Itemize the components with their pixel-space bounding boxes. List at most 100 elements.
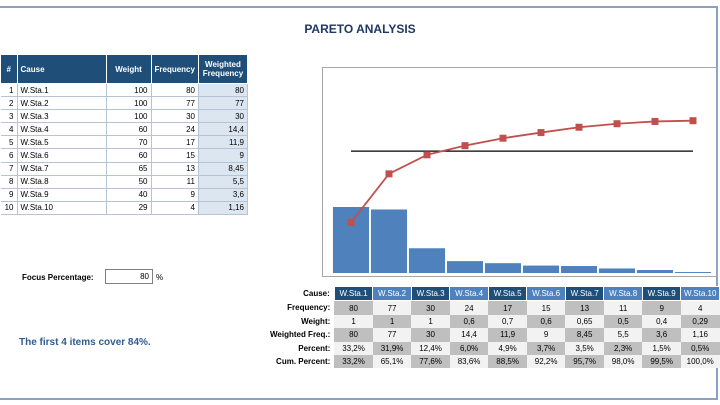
row-weight: 70: [105, 135, 152, 150]
row-index: 7: [0, 161, 18, 176]
row-weighted: 80: [197, 82, 248, 98]
cause-cell: W.Sta.10: [680, 285, 720, 302]
cum-cell: 100,0%: [680, 354, 720, 369]
row-weight: 65: [105, 161, 152, 176]
focus-percentage-unit: %: [156, 273, 164, 282]
focus-percentage-input[interactable]: [105, 269, 153, 284]
cumulative-marker: [575, 123, 583, 131]
weight-cell: 0,5: [603, 314, 643, 329]
row-weighted: 1,16: [197, 200, 248, 215]
row-label-weight: Weight:: [301, 316, 331, 326]
weighted-cell: 8,45: [565, 328, 604, 342]
weighted-cell: 9: [526, 328, 566, 342]
row-index: 6: [0, 148, 18, 163]
row-weighted: 77: [197, 96, 248, 111]
cumulative-marker: [347, 218, 355, 226]
row-frequency: 77: [150, 96, 199, 111]
cumulative-line: [350, 119, 694, 223]
row-weight: 60: [105, 148, 152, 163]
pareto-bar: [446, 261, 484, 273]
table-row: 2 W.Sta.2 100 77 77: [0, 96, 248, 111]
row-cause: W.Sta.7: [16, 161, 107, 176]
cause-cell: W.Sta.7: [564, 285, 605, 302]
percent-cell: 12,4%: [411, 341, 450, 355]
focus-percentage-label: Focus Percentage:: [22, 273, 94, 282]
frequency-cell: 30: [411, 300, 450, 315]
row-weight: 100: [105, 82, 152, 98]
row-weight: 50: [105, 174, 152, 189]
weighted-cell: 77: [372, 328, 412, 342]
frequency-cell: 80: [334, 300, 373, 315]
row-label-percent: Percent:: [298, 343, 331, 353]
row-index: 5: [0, 135, 18, 150]
row-index: 3: [0, 109, 18, 124]
row-weight: 100: [105, 109, 152, 124]
row-index: 4: [0, 122, 18, 137]
pareto-bar: [370, 209, 408, 273]
row-frequency: 15: [150, 148, 199, 163]
percent-cell: 2,3%: [603, 341, 643, 355]
cause-cell: W.Sta.4: [449, 285, 489, 302]
table-row: 10 W.Sta.10 29 4 1,16: [0, 200, 248, 215]
pareto-chart: [332, 117, 712, 273]
row-cause: W.Sta.10: [16, 200, 107, 215]
cause-cell: W.Sta.8: [603, 285, 643, 302]
weight-cell: 0,7: [488, 314, 527, 329]
row-index: 1: [0, 82, 18, 98]
frequency-cell: 15: [526, 300, 566, 315]
weight-cell: 1: [411, 314, 450, 329]
weighted-cell: 14,4: [449, 328, 489, 342]
percent-cell: 3,5%: [565, 341, 604, 355]
weight-cell: 1: [334, 314, 373, 329]
row-index: 2: [0, 96, 18, 111]
row-weighted: 9: [197, 148, 248, 163]
table-row: 8 W.Sta.8 50 11 5,5: [0, 174, 248, 189]
summary-text: The first 4 items cover 84%.: [19, 337, 151, 348]
row-weighted: 14,4: [197, 122, 248, 137]
frequency-cell: 11: [603, 300, 643, 315]
row-weight: 100: [105, 96, 152, 111]
pareto-bar: [332, 207, 370, 273]
percent-cell: 0,5%: [680, 341, 720, 355]
cause-cell: W.Sta.1: [333, 285, 374, 302]
pareto-bar: [560, 266, 598, 273]
frequency-cell: 9: [642, 300, 681, 315]
table-row: 4 W.Sta.4 60 24 14,4: [0, 122, 248, 137]
row-label-cum: Cum. Percent:: [276, 357, 331, 367]
cum-cell: 65,1%: [372, 354, 412, 369]
row-weighted: 11,9: [197, 135, 248, 150]
pareto-bar: [484, 263, 522, 273]
row-label-frequency: Frequency:: [287, 303, 331, 313]
table-row: 1 W.Sta.1 100 80 80: [0, 82, 248, 98]
weight-cell: 0,65: [565, 314, 604, 329]
row-frequency: 17: [150, 135, 199, 150]
pareto-bar: [408, 248, 446, 273]
table-row: 5 W.Sta.5 70 17 11,9: [0, 135, 248, 150]
cumulative-marker: [461, 142, 469, 150]
cause-table: # Cause Weight Frequency Weighted Freque…: [0, 54, 248, 215]
row-weighted: 30: [197, 109, 248, 124]
cause-cell: W.Sta.3: [410, 285, 451, 302]
weighted-cell: 3,6: [642, 328, 681, 342]
row-weighted: 8,45: [197, 161, 248, 176]
row-cause: W.Sta.2: [16, 96, 107, 111]
cum-cell: 99,5%: [642, 354, 681, 369]
row-cause: W.Sta.9: [16, 187, 107, 202]
cause-cell: W.Sta.6: [526, 285, 566, 302]
row-frequency: 30: [150, 109, 199, 124]
row-frequency: 4: [150, 200, 199, 215]
header-weight: Weight: [105, 54, 152, 84]
pareto-data-table: Cause: W.Sta.1 W.Sta.2 W.Sta.3 W.Sta.4 W.Sta.…: [260, 285, 720, 369]
frequency-cell: 17: [488, 300, 527, 315]
frequency-cell: 77: [372, 300, 412, 315]
cumulative-marker: [651, 117, 659, 125]
pareto-bar: [636, 270, 674, 273]
row-weight: 29: [105, 200, 152, 215]
cum-cell: 92,2%: [526, 354, 566, 369]
row-cause: W.Sta.4: [16, 122, 107, 137]
percent-cell: 31,9%: [372, 341, 412, 355]
cum-cell: 83,6%: [449, 354, 489, 369]
row-index: 9: [0, 187, 18, 202]
weighted-cell: 30: [411, 328, 450, 342]
table-row: 3 W.Sta.3 100 30 30: [0, 109, 248, 124]
